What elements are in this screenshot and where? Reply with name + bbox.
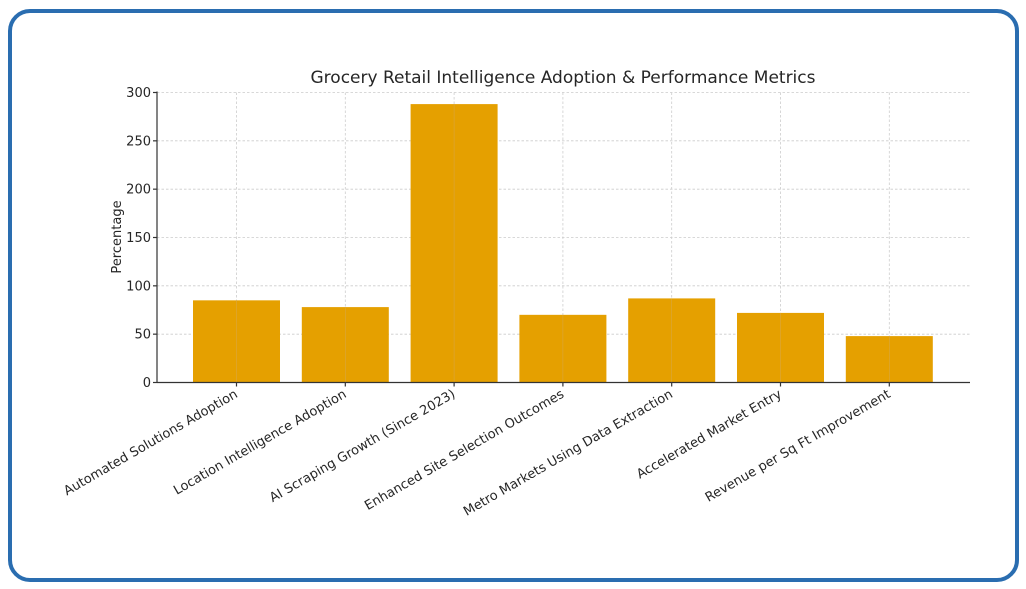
y-tick-label: 300	[126, 86, 151, 101]
y-tick-label: 0	[143, 376, 151, 391]
y-axis-label: Percentage	[110, 200, 125, 273]
chart-title: Grocery Retail Intelligence Adoption & P…	[311, 68, 816, 88]
chart-frame	[8, 9, 1019, 582]
x-tick-label: Automated Solutions Adoption	[61, 387, 240, 499]
x-tick-label: Revenue per Sq Ft Improvement	[703, 387, 893, 506]
y-tick-label: 250	[126, 134, 151, 149]
x-tick-label: Metro Markets Using Data Extraction	[461, 387, 676, 520]
y-tick-label: 50	[134, 328, 151, 343]
bars	[193, 104, 933, 383]
x-tick-label: Location Intelligence Adoption	[171, 387, 349, 498]
y-axis-ticks: 0 50 100 150 200 250 300	[126, 86, 157, 391]
y-tick-label: 100	[126, 279, 151, 294]
x-tick-label: AI Scraping Growth (Since 2023)	[267, 387, 458, 506]
y-tick-label: 150	[126, 231, 151, 246]
x-tick-label: Enhanced Site Selection Outcomes	[362, 387, 567, 514]
y-tick-label: 200	[126, 183, 151, 198]
